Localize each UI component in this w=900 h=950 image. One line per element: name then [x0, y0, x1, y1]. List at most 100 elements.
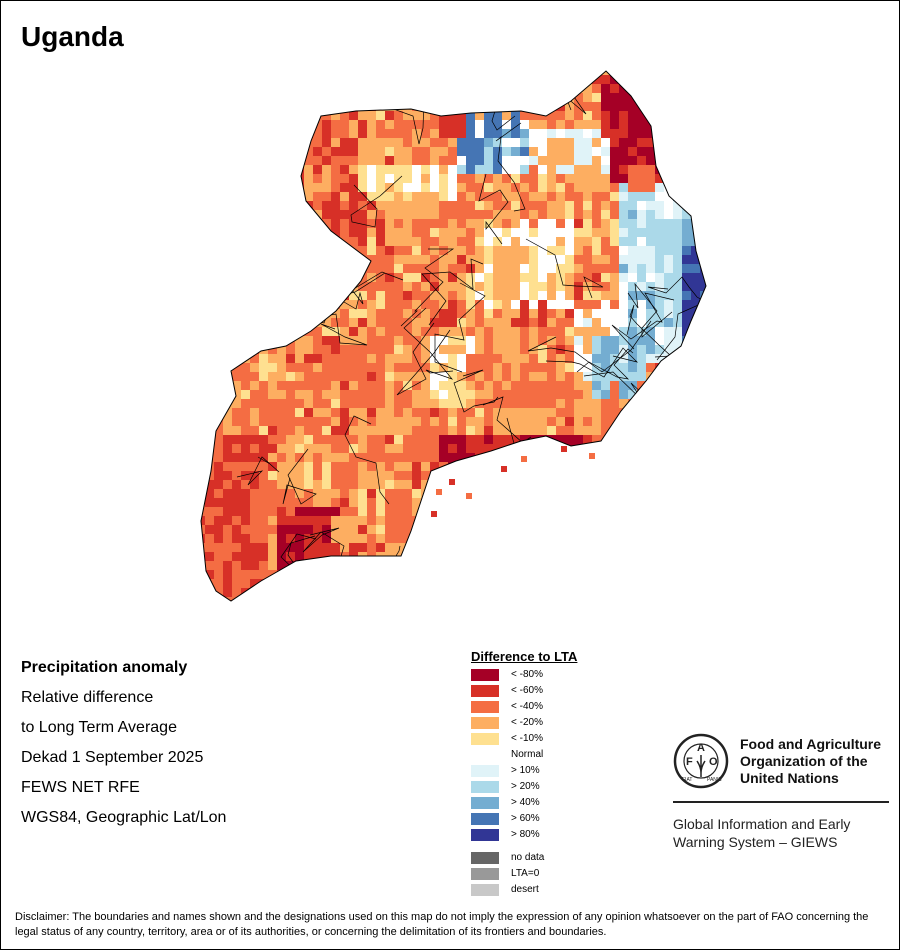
raster-cell [592, 201, 601, 210]
raster-cell [268, 498, 277, 507]
raster-cell [592, 426, 601, 435]
raster-cell [430, 534, 439, 543]
raster-cell [259, 71, 268, 75]
raster-cell [201, 273, 205, 282]
raster-cell [538, 390, 547, 399]
raster-cell [304, 255, 313, 264]
raster-cell [493, 273, 502, 282]
raster-cell [565, 345, 574, 354]
raster-cell [295, 129, 304, 138]
raster-cell [412, 84, 421, 93]
raster-cell [493, 336, 502, 345]
raster-cell [448, 444, 457, 453]
raster-cell [592, 138, 601, 147]
raster-cell [241, 525, 250, 534]
raster-cell [601, 156, 610, 165]
raster-cell [259, 381, 268, 390]
raster-cell [331, 255, 340, 264]
raster-cell [691, 390, 700, 399]
raster-cell [403, 489, 412, 498]
raster-cell [709, 453, 718, 462]
raster-cell [394, 579, 403, 588]
raster-cell [430, 210, 439, 219]
raster-cell [421, 219, 430, 228]
raster-cell [529, 525, 538, 534]
raster-cell [691, 93, 700, 102]
raster-cell [628, 129, 637, 138]
raster-cell [430, 120, 439, 129]
raster-cell [628, 192, 637, 201]
raster-cell [511, 93, 520, 102]
raster-cell [556, 309, 565, 318]
raster-cell [205, 363, 214, 372]
raster-cell [655, 71, 664, 75]
raster-cell [556, 390, 565, 399]
raster-cell [592, 579, 601, 588]
raster-cell [205, 552, 214, 561]
raster-cell [412, 345, 421, 354]
raster-cell [448, 201, 457, 210]
raster-cell [655, 102, 664, 111]
raster-cell [241, 372, 250, 381]
raster-cell [232, 534, 241, 543]
raster-cell [412, 534, 421, 543]
raster-cell [538, 75, 547, 84]
raster-cell [259, 336, 268, 345]
raster-cell [205, 210, 214, 219]
raster-cell [529, 363, 538, 372]
raster-cell [277, 102, 286, 111]
raster-cell [349, 210, 358, 219]
raster-cell [619, 480, 628, 489]
raster-cell [466, 435, 475, 444]
raster-cell [466, 246, 475, 255]
raster-cell [673, 219, 682, 228]
lake-islands [431, 446, 595, 517]
raster-cell [376, 480, 385, 489]
raster-cell [493, 399, 502, 408]
raster-cell [205, 71, 214, 75]
raster-cell [223, 399, 232, 408]
raster-cell [547, 363, 556, 372]
raster-cell [201, 426, 205, 435]
raster-cell [466, 426, 475, 435]
district-boundary [582, 460, 627, 503]
raster-cell [223, 273, 232, 282]
raster-cell [268, 588, 277, 597]
legend-item: < -40% [471, 699, 577, 715]
raster-cell [646, 435, 655, 444]
raster-cell [700, 552, 706, 561]
raster-cell [349, 408, 358, 417]
raster-cell [565, 417, 574, 426]
raster-cell [268, 84, 277, 93]
raster-cell [421, 588, 430, 597]
raster-cell [484, 534, 493, 543]
raster-cell [475, 93, 484, 102]
raster-cell [412, 480, 421, 489]
raster-cell [439, 588, 448, 597]
raster-cell [367, 426, 376, 435]
raster-cell [439, 354, 448, 363]
raster-cell [484, 102, 493, 111]
raster-cell [313, 417, 322, 426]
raster-cell [664, 102, 673, 111]
raster-cell [277, 426, 286, 435]
raster-cell [394, 399, 403, 408]
raster-cell [673, 570, 682, 579]
fao-name-line1: Food and Agriculture [740, 736, 882, 752]
raster-cell [385, 111, 394, 120]
raster-cell [520, 471, 529, 480]
raster-cell [412, 264, 421, 273]
raster-cell [376, 507, 385, 516]
raster-cell [673, 147, 682, 156]
raster-cell [250, 300, 259, 309]
raster-cell [709, 588, 718, 597]
raster-cell [574, 318, 583, 327]
raster-cell [547, 264, 556, 273]
raster-cell [277, 462, 286, 471]
raster-cell [493, 129, 502, 138]
raster-cell [646, 246, 655, 255]
raster-cell [367, 300, 376, 309]
raster-cell [466, 192, 475, 201]
raster-cell [250, 354, 259, 363]
raster-cell [628, 138, 637, 147]
